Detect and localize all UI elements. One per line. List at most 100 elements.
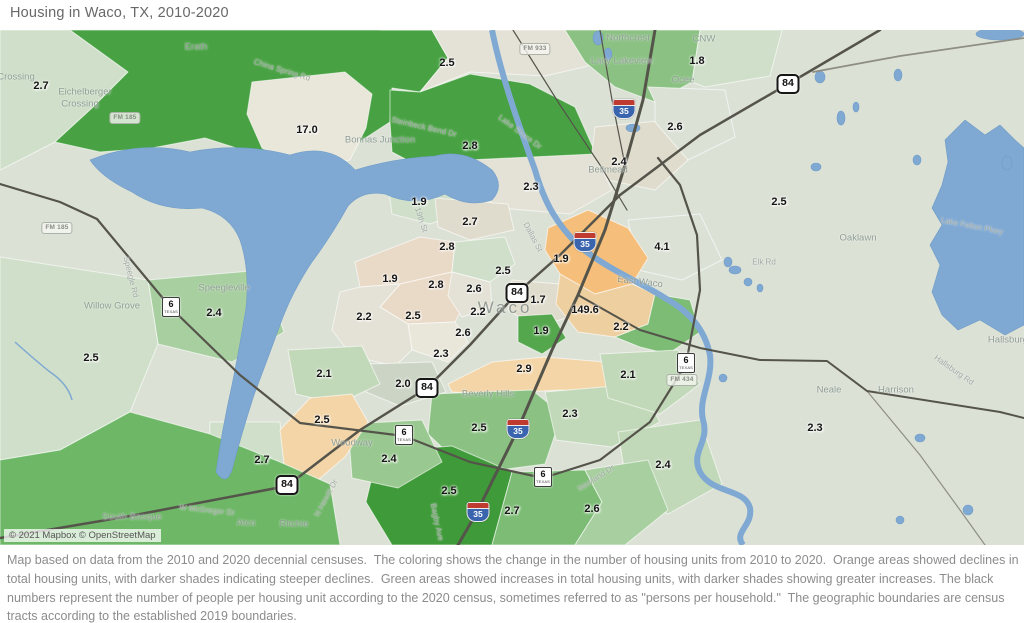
- tract-value-label: 2.4: [655, 459, 671, 471]
- tract-value-label: 2.0: [395, 378, 411, 390]
- place-label: Atco: [236, 517, 256, 529]
- tract-value-label: 2.6: [667, 121, 683, 133]
- interstate-shield-icon: 35: [573, 232, 597, 252]
- interstate-shield-icon: 35: [506, 419, 530, 439]
- map-attribution[interactable]: © 2021 Mapbox © OpenStreetMap: [4, 529, 161, 542]
- tract-value-label: 1.8: [689, 55, 705, 67]
- road-label: Speegle Rd: [121, 255, 141, 299]
- farm-road-shield-icon: FM 185: [41, 222, 73, 234]
- tract-value-label: 2.7: [33, 80, 49, 92]
- map-view[interactable]: 2.7 17.0 2.5 2.8 2.3 1.9 2.4 2.6 1.8 2.5 2.7 2.8 1.9…: [0, 30, 1024, 545]
- us-route-shield-icon: 84: [415, 378, 439, 398]
- place-label: South Bosque: [102, 511, 162, 523]
- road-label: Elk Rd: [752, 257, 776, 267]
- tract-value-label: 2.4: [206, 307, 222, 319]
- place-label: Ritchie: [279, 518, 309, 530]
- place-label: Northcrest: [606, 32, 650, 44]
- tract-value-label: 2.5: [83, 352, 99, 364]
- texas-route-shield-icon: 6 TEXAS: [677, 353, 695, 373]
- tract-value-label: 4.1: [654, 241, 670, 253]
- tract-value-label: 2.4: [611, 156, 627, 168]
- tract-value-label: 1.9: [411, 196, 427, 208]
- place-label: Woodway: [331, 437, 373, 449]
- map-label-layer: 2.7 17.0 2.5 2.8 2.3 1.9 2.4 2.6 1.8 2.5 2.7 2.8 1.9…: [0, 30, 1024, 545]
- place-label: Lacy Lakeview: [590, 55, 654, 67]
- tract-value-label: 2.5: [495, 265, 511, 277]
- farm-road-shield-icon: FM 185: [109, 112, 141, 124]
- tract-value-label: 2.6: [584, 503, 600, 515]
- tract-value-label: 2.2: [470, 306, 486, 318]
- interstate-shield-icon: 35: [612, 99, 636, 119]
- tract-value-label: 1.7: [530, 294, 546, 306]
- tract-value-label: 2.4: [381, 453, 397, 465]
- place-label: Bellmead: [588, 164, 628, 176]
- road-label: Hallsburg Rd: [932, 353, 976, 387]
- tract-value-label: 2.2: [356, 311, 372, 323]
- tract-value-label: 2.1: [620, 369, 636, 381]
- road-label: Dallas St: [521, 220, 545, 254]
- tract-value-label: 2.8: [439, 241, 455, 253]
- road-label: W McGregor Dr: [178, 502, 236, 518]
- tract-value-label: 2.7: [462, 216, 478, 228]
- tract-value-label: 1.9: [533, 325, 549, 337]
- us-route-shield-icon: 84: [776, 74, 800, 94]
- texas-route-shield-icon: 6 TEXAS: [534, 467, 552, 487]
- water-layer: [14, 30, 1024, 545]
- place-label: CNW: [692, 33, 716, 45]
- tract-value-label: 2.5: [405, 310, 421, 322]
- us-route-shield-icon: 84: [275, 475, 299, 495]
- farm-road-shield-icon: FM 933: [519, 43, 551, 55]
- road-label: Newland Dr: [576, 462, 616, 494]
- tract-value-label: 2.1: [316, 368, 332, 380]
- tract-value-label: 2.6: [455, 327, 471, 339]
- tract-value-label: 2.7: [254, 454, 270, 466]
- place-label: East Waco: [616, 273, 664, 291]
- tract-value-label: 2.7: [504, 505, 520, 517]
- tract-value-label: 17.0: [296, 124, 318, 136]
- tract-value-label: 2.8: [428, 279, 444, 291]
- tract-value-label: 2.9: [516, 363, 532, 375]
- place-label: Bonnas Junction: [344, 134, 416, 146]
- road-label: N Hewitt Dr: [312, 477, 340, 519]
- tract-value-label: 2.8: [462, 140, 478, 152]
- tract-value-label: 2.3: [562, 408, 578, 420]
- tract-value-label: 1.9: [382, 273, 398, 285]
- texas-route-shield-icon: 6 TEXAS: [395, 425, 413, 445]
- place-label: Crossing: [61, 98, 99, 110]
- texas-route-shield-icon: 6 TEXAS: [162, 297, 180, 317]
- tract-value-label: 2.5: [471, 422, 487, 434]
- place-label: Eichelberger: [58, 86, 112, 98]
- farm-road-shield-icon: FM 434: [666, 374, 698, 386]
- us-route-shield-icon: 84: [505, 283, 529, 303]
- tract-value-label: 2.5: [441, 485, 457, 497]
- tract-value-label: 2.5: [771, 196, 787, 208]
- tract-value-label: 149.6: [571, 304, 599, 316]
- place-label: Speegleville: [198, 282, 250, 294]
- place-label: Crossing: [0, 71, 35, 83]
- place-label: Ocee: [671, 74, 695, 86]
- tract-value-label: 2.5: [439, 57, 455, 69]
- tract-value-label: 2.6: [466, 283, 482, 295]
- place-label: Oaklawn: [839, 232, 877, 244]
- tract-value-label: 2.3: [807, 422, 823, 434]
- place-label: Willow Grove: [84, 300, 140, 312]
- place-label: Harrison: [878, 384, 914, 396]
- tract-layer[interactable]: [0, 30, 1024, 545]
- place-label: Hallsburg: [987, 334, 1024, 346]
- tract-value-label: 2.5: [314, 414, 330, 426]
- map-canvas: [0, 30, 1024, 545]
- place-label: Beverly Hills: [461, 388, 515, 400]
- caption-text: Map based on data from the 2010 and 2020…: [7, 553, 1023, 623]
- page-title: Housing in Waco, TX, 2010-2020: [10, 5, 229, 21]
- road-label: Lake Shore Dr: [496, 112, 544, 152]
- tract-value-label: 2.2: [613, 321, 629, 333]
- place-label: Neale: [816, 384, 842, 396]
- tract-value-label: 1.9: [553, 253, 569, 265]
- interstate-shield-icon: 35: [466, 502, 490, 522]
- road-label: Lake Felton Pkwy: [940, 215, 1004, 237]
- road-layer: [0, 30, 1024, 545]
- tract-value-label: 2.3: [523, 181, 539, 193]
- place-label: Erath: [184, 41, 208, 53]
- tract-value-label: 2.3: [433, 348, 449, 360]
